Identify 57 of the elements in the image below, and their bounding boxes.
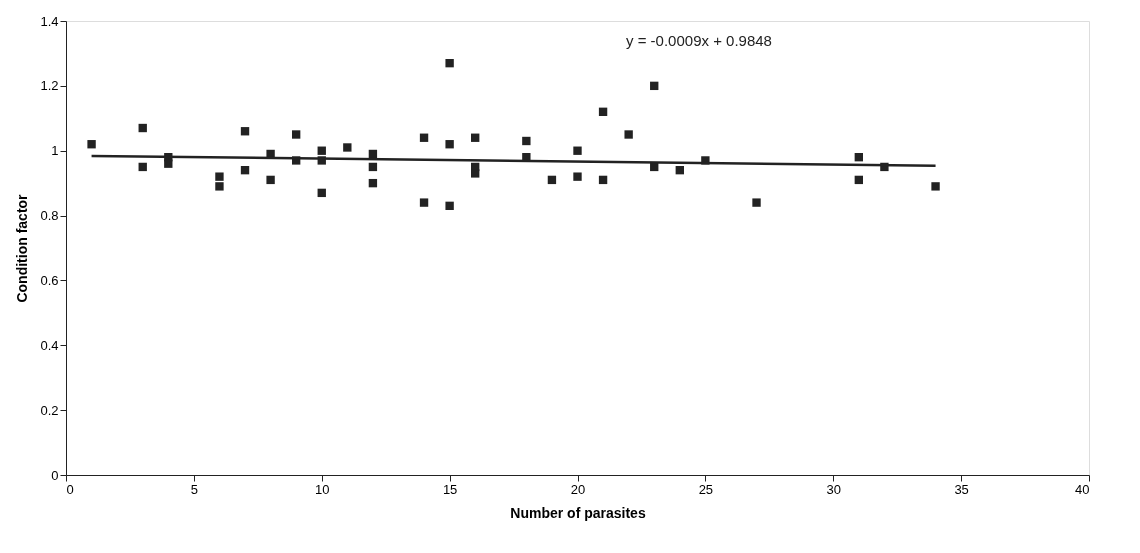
annotation: y = -0.0009x + 0.9848 [626,32,772,49]
point [445,58,454,68]
point [215,172,224,181]
point [445,140,454,149]
x-tick-label: 0 [66,481,74,497]
point [573,146,582,155]
x-tick-label: 40 [1075,481,1090,497]
y-axis-title: Condition factor [14,193,31,303]
point [317,146,326,155]
x-tick-label: 25 [698,481,714,497]
x-tick-label: 35 [954,481,969,497]
point [854,153,864,162]
point [291,130,301,139]
point [164,159,173,168]
y-tick-label: 0.2 [40,402,59,418]
point [854,175,864,185]
x-tick-label: 20 [570,481,586,497]
point [138,162,147,172]
x-axis-title: Number of parasites [510,504,646,521]
x-tick-label: 30 [826,481,841,497]
point [598,175,608,185]
point [573,172,582,181]
point [317,188,326,198]
y-tick-label: 0 [51,467,59,483]
point [471,169,480,178]
point [752,198,761,207]
x-tick-label: 5 [190,481,198,497]
point [471,133,480,142]
point [624,130,633,139]
y-tick-label: 0.6 [40,272,59,288]
point [931,182,940,191]
y-tick-label: 0.8 [40,208,59,224]
point [87,140,96,149]
point [215,182,224,191]
point [419,133,429,142]
point [138,123,147,133]
point [266,175,275,185]
point [368,162,378,172]
x-tick-label: 10 [315,481,330,497]
point [701,156,710,165]
y-tick-label: 0.4 [40,337,59,353]
point [547,175,557,185]
point [598,107,608,116]
point [419,198,429,207]
point [445,201,454,211]
point [343,143,352,152]
y-tick-label: 1 [51,143,59,159]
x-tick-label: 15 [442,481,458,497]
point [675,165,684,175]
y-tick-label: 1.4 [40,13,59,29]
point [240,127,250,136]
point [368,149,378,159]
point [368,178,378,188]
point [240,165,250,175]
point [522,136,531,146]
point [650,81,659,91]
y-tick-label: 1.2 [40,78,59,94]
